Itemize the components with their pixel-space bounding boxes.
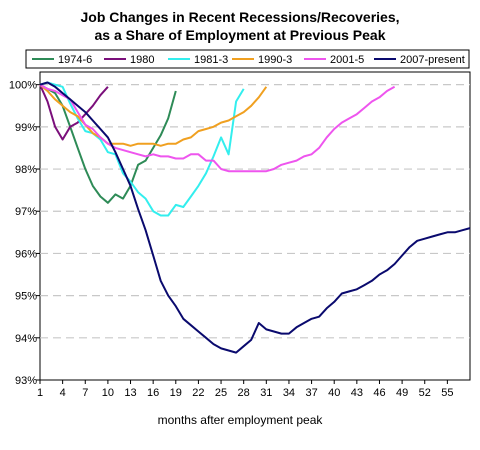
series-line-2007-present — [39, 81, 471, 354]
x-tick-label: 19 — [170, 387, 182, 399]
x-tick-label: 28 — [238, 387, 250, 399]
series-line-1980 — [39, 84, 109, 141]
x-tick-label: 37 — [305, 387, 317, 399]
x-tick-label: 31 — [260, 387, 272, 399]
legend-label: 2007-present — [400, 54, 465, 66]
x-tick-label: 13 — [124, 387, 136, 399]
plot-frame — [39, 71, 471, 381]
x-tick-label: 4 — [60, 387, 66, 399]
x-tick-label: 49 — [396, 387, 408, 399]
x-tick-label: 43 — [351, 387, 363, 399]
x-tick-label: 46 — [373, 387, 385, 399]
x-tick-label: 52 — [419, 387, 431, 399]
series-line-1981-3 — [39, 81, 245, 217]
legend-label: 1981-3 — [194, 54, 228, 66]
legend-label: 1990-3 — [258, 54, 292, 66]
y-tick-label: 97% — [15, 206, 37, 218]
x-tick-label: 55 — [441, 387, 453, 399]
y-tick-label: 99% — [15, 122, 37, 134]
x-tick-label: 1 — [37, 387, 43, 399]
y-tick-label: 94% — [15, 333, 37, 345]
y-tick-label: 98% — [15, 164, 37, 176]
x-tick-label: 16 — [147, 387, 159, 399]
x-tick-label: 22 — [192, 387, 204, 399]
x-tick-label: 7 — [82, 387, 88, 399]
legend-label: 1974-6 — [58, 54, 92, 66]
x-tick-label: 25 — [215, 387, 227, 399]
y-tick-label: 96% — [15, 248, 37, 260]
y-tick-label: 100% — [9, 80, 37, 92]
y-tick-label: 95% — [15, 291, 37, 303]
x-tick-label: 40 — [328, 387, 340, 399]
y-tick-label: 93% — [15, 375, 37, 387]
plot-area: 93% 94% 95% 96% 97% 98% 99% 100% 1 4 7 10 13 16 19 22 25… — [9, 71, 471, 399]
series-line-2001-5 — [39, 83, 396, 173]
chart-title-line-2: as a Share of Employment at Previous Pea… — [94, 27, 385, 43]
legend-label: 1980 — [130, 54, 154, 66]
legend: 1974-6 1980 1981-3 1990-3 2001-5 2007-present — [25, 49, 470, 69]
x-tick-label: 34 — [283, 387, 295, 399]
x-tick-label: 10 — [102, 387, 114, 399]
chart-title-line-1: Job Changes in Recent Recessions/Recover… — [80, 9, 399, 25]
series-line-1990-3 — [39, 83, 268, 147]
legend-label: 2001-5 — [330, 54, 364, 66]
x-axis-title: months after employment peak — [158, 413, 324, 427]
